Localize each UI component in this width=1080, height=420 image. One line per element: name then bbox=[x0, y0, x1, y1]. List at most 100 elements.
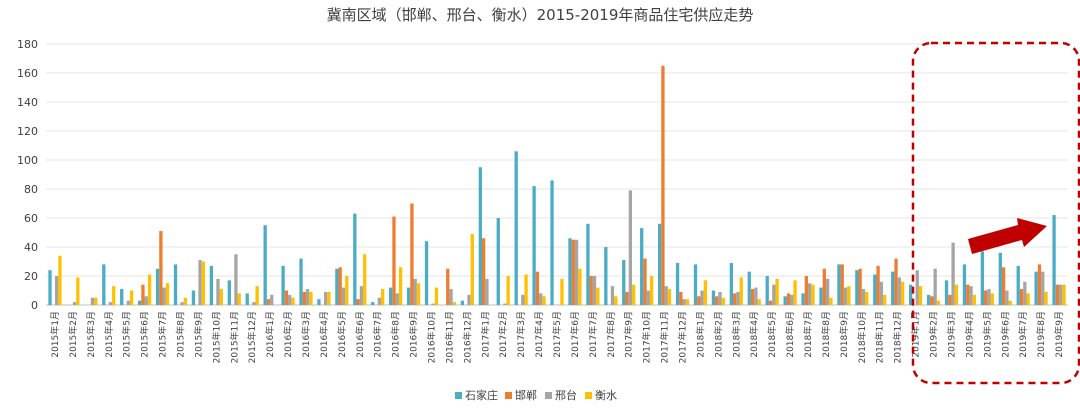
bar bbox=[819, 287, 823, 305]
bar bbox=[718, 291, 722, 305]
bar bbox=[786, 293, 791, 305]
bar bbox=[141, 284, 145, 305]
legend-swatch bbox=[545, 392, 552, 399]
bar bbox=[252, 302, 256, 305]
x-tick-label: 2017年11月 bbox=[659, 311, 671, 363]
bar bbox=[1044, 291, 1048, 305]
bar bbox=[219, 289, 223, 305]
bar bbox=[829, 297, 833, 305]
bar bbox=[129, 290, 134, 305]
bar bbox=[434, 287, 439, 305]
bar bbox=[542, 296, 546, 305]
legend-swatch bbox=[505, 392, 512, 399]
bar bbox=[1034, 271, 1038, 305]
x-tick-label: 2019年6月 bbox=[999, 311, 1011, 358]
bar bbox=[198, 260, 202, 305]
bar bbox=[1062, 284, 1066, 305]
bar bbox=[108, 302, 113, 305]
bar bbox=[291, 297, 295, 305]
x-tick-label: 2017年2月 bbox=[497, 311, 509, 358]
x-tick-label: 2019年7月 bbox=[1017, 311, 1029, 358]
bar bbox=[389, 287, 393, 305]
x-tick-label: 2016年10月 bbox=[425, 311, 437, 363]
y-tick-label: 180 bbox=[17, 38, 38, 51]
x-tick-label: 2019年1月 bbox=[910, 311, 922, 358]
bar bbox=[926, 294, 931, 305]
bar bbox=[284, 290, 289, 305]
bar bbox=[876, 265, 880, 305]
bar bbox=[416, 283, 421, 305]
x-tick-label: 2016年6月 bbox=[354, 311, 366, 358]
x-tick-label: 2018年4月 bbox=[748, 311, 760, 358]
legend-label: 邢台 bbox=[555, 388, 577, 402]
bar bbox=[998, 252, 1002, 305]
bar bbox=[987, 289, 991, 305]
bar bbox=[661, 65, 665, 305]
bar bbox=[446, 268, 450, 305]
bar bbox=[201, 261, 205, 305]
bar bbox=[338, 267, 342, 305]
x-tick-label: 2015年4月 bbox=[103, 311, 115, 358]
x-tick-label: 2018年11月 bbox=[874, 311, 886, 363]
bar bbox=[216, 278, 220, 305]
bar bbox=[452, 302, 457, 305]
bar bbox=[933, 268, 937, 305]
x-tick-label: 2015年1月 bbox=[49, 311, 61, 358]
bar bbox=[984, 290, 988, 305]
bar bbox=[159, 231, 163, 305]
bar bbox=[843, 287, 848, 305]
bar bbox=[643, 258, 647, 305]
bar bbox=[431, 303, 435, 305]
bar bbox=[948, 294, 952, 305]
bar bbox=[783, 296, 787, 305]
bar bbox=[524, 274, 528, 305]
y-tick-label: 40 bbox=[24, 241, 38, 254]
bar bbox=[747, 271, 751, 305]
legend-item: 石家庄 bbox=[455, 388, 498, 402]
x-tick-label: 2015年12月 bbox=[246, 311, 258, 363]
chart-title: 冀南区域（邯郸、邢台、衡水）2015-2019年商品住宅供应走势 bbox=[327, 6, 754, 24]
x-tick-label: 2016年7月 bbox=[372, 311, 384, 358]
bar bbox=[165, 283, 170, 305]
bar bbox=[765, 276, 769, 305]
x-tick-label: 2017年1月 bbox=[479, 311, 491, 358]
x-tick-label: 2015年8月 bbox=[174, 311, 186, 358]
bar bbox=[804, 276, 809, 305]
x-tick-label: 2015年10月 bbox=[210, 311, 222, 363]
bar bbox=[721, 297, 725, 305]
bar bbox=[302, 291, 306, 305]
bar bbox=[909, 284, 913, 305]
bar bbox=[649, 276, 654, 305]
bar bbox=[715, 296, 719, 305]
bar bbox=[162, 287, 166, 305]
bar bbox=[772, 284, 776, 305]
bar bbox=[954, 284, 959, 305]
x-tick-label: 2016年2月 bbox=[282, 311, 294, 358]
bar bbox=[263, 225, 267, 305]
bar bbox=[173, 264, 178, 305]
bar bbox=[808, 283, 812, 305]
bar bbox=[359, 286, 364, 305]
annotations bbox=[911, 41, 1080, 385]
x-tick-label: 2018年8月 bbox=[820, 311, 832, 358]
bar bbox=[120, 289, 124, 305]
bar bbox=[768, 300, 773, 305]
bar bbox=[138, 300, 142, 305]
x-tick-label: 2019年3月 bbox=[945, 311, 957, 358]
bar bbox=[539, 293, 543, 305]
bar bbox=[628, 190, 633, 305]
x-tick-label: 2016年12月 bbox=[461, 311, 473, 363]
bar bbox=[733, 293, 737, 305]
bar bbox=[191, 290, 196, 305]
bar bbox=[356, 299, 360, 305]
bar bbox=[485, 278, 489, 305]
legend-label: 衡水 bbox=[595, 389, 617, 402]
bar bbox=[460, 300, 465, 305]
bar bbox=[341, 287, 346, 305]
bar bbox=[467, 294, 471, 305]
bar bbox=[395, 293, 399, 305]
bar bbox=[209, 265, 214, 305]
bar bbox=[822, 268, 826, 305]
bar bbox=[614, 296, 618, 305]
